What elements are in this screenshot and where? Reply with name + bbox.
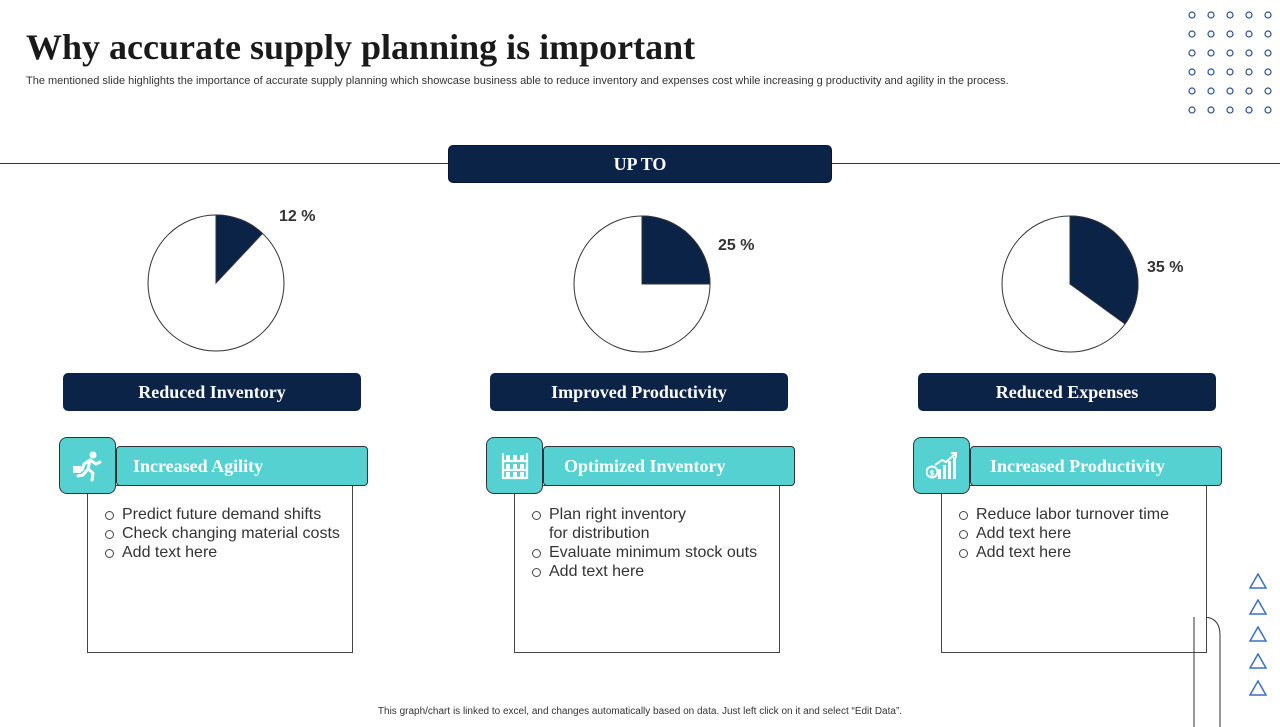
pie-slice-value — [1069, 215, 1139, 325]
pie-slice-value — [641, 215, 711, 285]
card-body — [87, 485, 353, 653]
triangle-decoration — [1249, 599, 1267, 615]
pie-chart-improved-productivity[interactable] — [572, 214, 712, 354]
triangle-decoration — [1249, 626, 1267, 642]
pie-chart-reduced-expenses[interactable] — [1000, 214, 1140, 354]
card-bullet-list: Reduce labor turnover time Add text here… — [957, 505, 1169, 562]
category-label-reduced-inventory: Reduced Inventory — [63, 373, 361, 411]
list-item: Check changing material costs — [103, 524, 340, 543]
growth-chart-money-icon: $ — [925, 451, 957, 479]
footnote: This graph/chart is linked to excel, and… — [377, 706, 903, 717]
card-bullet-list: Predict future demand shifts Check chang… — [103, 505, 340, 562]
running-person-icon — [72, 451, 101, 481]
card-body — [514, 485, 780, 653]
card-heading-optimized-inventory: Optimized Inventory — [543, 446, 795, 486]
list-item: Add text here — [530, 562, 757, 581]
list-item: Add text here — [103, 543, 340, 562]
up-to-banner: UP TO — [448, 145, 832, 183]
category-label-improved-productivity: Improved Productivity — [490, 373, 788, 411]
card-heading-increased-agility: Increased Agility — [116, 446, 368, 486]
card-heading-increased-productivity: Increased Productivity — [970, 446, 1222, 486]
pie-data-label: 25 % — [718, 237, 755, 254]
triangle-decoration — [1249, 653, 1267, 669]
card-icon-box — [59, 437, 116, 494]
svg-text:$: $ — [929, 468, 935, 477]
list-item: Add text here — [957, 524, 1169, 543]
dot-grid-decoration — [1188, 11, 1272, 114]
pie-data-label: 12 % — [279, 208, 316, 225]
slide-title: Why accurate supply planning is importan… — [26, 27, 696, 67]
list-item: Plan right inventory — [530, 505, 757, 524]
list-item: Add text here — [957, 543, 1169, 562]
warehouse-shelves-icon — [501, 452, 528, 479]
curved-line-decoration — [1193, 617, 1221, 727]
list-item: Evaluate minimum stock outs — [530, 543, 757, 562]
list-item-continuation: for distribution — [549, 525, 650, 542]
pie-data-label: 35 % — [1147, 259, 1184, 276]
triangle-decoration — [1249, 573, 1267, 589]
pie-chart-reduced-inventory[interactable] — [146, 213, 286, 353]
slide-subtitle: The mentioned slide highlights the impor… — [26, 75, 1009, 87]
category-label-reduced-expenses: Reduced Expenses — [918, 373, 1216, 411]
card-bullet-list: Plan right inventory for distribution Ev… — [530, 505, 757, 581]
pie-slice-value — [215, 214, 264, 285]
list-item: Predict future demand shifts — [103, 505, 340, 524]
card-icon-box — [486, 437, 543, 494]
card-icon-box: $ — [913, 437, 970, 494]
card-body — [941, 485, 1207, 653]
list-item: Reduce labor turnover time — [957, 505, 1169, 524]
triangle-decoration — [1249, 680, 1267, 696]
